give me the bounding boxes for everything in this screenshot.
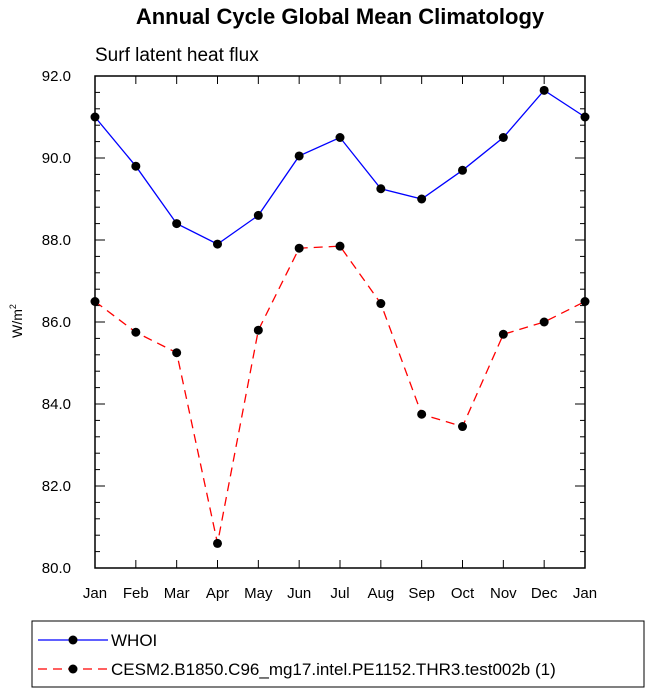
x-tick-label: Jan bbox=[83, 585, 107, 602]
series-2-point bbox=[539, 317, 549, 327]
series-2-point bbox=[213, 538, 222, 548]
series-2-point bbox=[376, 299, 386, 309]
series-2-point bbox=[335, 241, 345, 251]
series-line-1 bbox=[94, 89, 586, 245]
x-tick-label: Sep bbox=[408, 585, 435, 602]
y-tick-label: 82.0 bbox=[42, 478, 71, 495]
series-2-point bbox=[294, 243, 304, 253]
series-2-point bbox=[498, 329, 508, 339]
x-tick-label: Apr bbox=[206, 585, 229, 602]
y-axis-label-superscript: 2 bbox=[8, 304, 18, 309]
y-axis-label: W/m2 bbox=[8, 304, 25, 338]
series-1-point bbox=[213, 239, 222, 249]
y-tick-label: 92.0 bbox=[42, 68, 71, 85]
series-1-point bbox=[335, 133, 345, 142]
x-tick-label: Nov bbox=[490, 585, 517, 602]
series-1-point bbox=[253, 210, 263, 220]
legend-label-2: CESM2.B1850.C96_mg17.intel.PE1152.THR3.t… bbox=[111, 660, 556, 679]
x-tick-label: Jul bbox=[330, 585, 349, 602]
chart-subtitle: Surf latent heat flux bbox=[95, 45, 259, 66]
x-tick-label: Dec bbox=[531, 585, 558, 602]
series-1-point bbox=[458, 165, 467, 175]
y-axis-label-base: W/m bbox=[9, 309, 25, 338]
x-tick-label: Mar bbox=[164, 585, 190, 602]
series-2-point bbox=[253, 325, 263, 335]
chart-title: Annual Cycle Global Mean Climatology bbox=[136, 4, 545, 29]
y-tick-label: 88.0 bbox=[42, 232, 71, 249]
y-tick-label: 84.0 bbox=[42, 396, 71, 413]
x-tick-label: Aug bbox=[367, 585, 394, 602]
axis-ticks bbox=[94, 75, 586, 569]
y-tick-labels: 80.0 82.0 84.0 86.0 88.0 90.0 92.0 bbox=[42, 68, 71, 577]
series-2-point bbox=[172, 348, 182, 358]
series-1-point bbox=[172, 219, 182, 229]
legend: WHOI CESM2.B1850.C96_mg17.intel.PE1152.TH… bbox=[31, 620, 645, 688]
series-1-point bbox=[417, 194, 427, 204]
x-tick-labels: Jan Feb Mar Apr May Jun Jul Aug Sep Oct Nov Dec Jan bbox=[83, 585, 597, 602]
y-tick-label: 90.0 bbox=[42, 150, 71, 167]
x-tick-label: Jun bbox=[287, 585, 311, 602]
legend-label-1: WHOI bbox=[111, 631, 157, 650]
series-2-point bbox=[131, 327, 141, 337]
series-line-2 bbox=[94, 245, 586, 544]
series-2-point bbox=[458, 422, 467, 432]
series-2-point bbox=[417, 409, 427, 419]
series-1-point bbox=[539, 85, 549, 95]
x-tick-label: Jan bbox=[573, 585, 597, 602]
y-tick-label: 80.0 bbox=[42, 560, 71, 577]
plot-frame bbox=[94, 75, 586, 569]
y-tick-label: 86.0 bbox=[42, 314, 71, 331]
series-layer bbox=[90, 85, 590, 548]
series-1-point bbox=[498, 133, 508, 142]
x-tick-label: Feb bbox=[123, 585, 149, 602]
x-tick-label: Oct bbox=[451, 585, 475, 602]
series-1-point bbox=[294, 151, 304, 161]
legend-box bbox=[31, 620, 645, 688]
series-1-point bbox=[376, 184, 386, 194]
legend-marker-2 bbox=[68, 664, 78, 674]
series-1-point bbox=[131, 161, 141, 171]
x-tick-label: May bbox=[244, 585, 273, 602]
legend-marker-1 bbox=[68, 635, 78, 645]
